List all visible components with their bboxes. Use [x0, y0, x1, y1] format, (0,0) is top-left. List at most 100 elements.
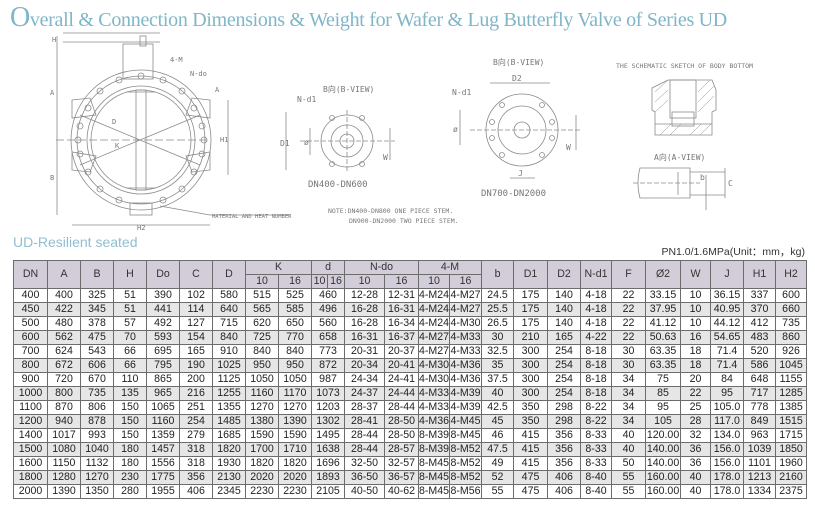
table-cell: 4-M27 [418, 344, 451, 359]
col-4m-16: 16 [449, 274, 483, 289]
table-cell: 2130 [212, 470, 246, 485]
table-row: 400 400 325 51 390 102 580 515 525 460 12-28 12-31 4… [13, 288, 808, 303]
col-k-16: 16 [277, 274, 313, 289]
b-view-large-d2: D2 [512, 74, 522, 83]
table-cell: 770 [277, 330, 313, 345]
table-cell: 300 [513, 372, 549, 387]
col-k: K [244, 260, 313, 275]
table-cell: 178.0 [710, 470, 745, 485]
table-cell: 165 [179, 344, 213, 359]
title-initial: O [10, 2, 30, 33]
table-cell: 36.15 [710, 288, 745, 303]
table-cell: 1556 [146, 456, 180, 471]
b-view-large-range: DN700-DN2000 [481, 189, 546, 199]
table-cell: 586 [743, 358, 777, 373]
table-cell: 840 [245, 344, 279, 359]
table-cell: 22 [611, 316, 647, 331]
table-cell: 606 [80, 358, 114, 373]
table-cell: 1457 [146, 442, 180, 457]
table-cell: 8-M39 [418, 428, 451, 443]
table-cell: 57 [113, 316, 147, 331]
table-cell: 1710 [277, 442, 313, 457]
table-cell: 496 [311, 302, 346, 317]
page-title: Overall & Connection Dimensions & Weight… [10, 2, 727, 34]
table-cell: 1270 [277, 400, 313, 415]
table-cell: 640 [212, 302, 246, 317]
table-cell: 55 [611, 470, 647, 485]
table-cell: 337 [743, 288, 777, 303]
table-row: 1600 1150 1132 180 1556 318 1930 1820 1820 1696 32… [13, 456, 808, 471]
table-cell: 1270 [80, 470, 114, 485]
table-cell: 8-M45 [418, 470, 451, 485]
table-cell: 95 [645, 400, 682, 415]
table-cell: 735 [775, 316, 808, 331]
table-cell: 71.4 [710, 358, 745, 373]
table-cell: 1820 [277, 456, 313, 471]
body-bottom-labels: THE SCHEMATIC SKETCH OF BODY BOTTOM A向(A… [616, 62, 753, 188]
col-h: H [113, 260, 147, 289]
table-cell: 460 [311, 288, 346, 303]
b-view-small-labels: B向(B-VIEW) N-d1 D1 ø W DN400-DN600 [280, 84, 388, 190]
table-cell: 4-M27 [418, 330, 451, 345]
table-cell: 1495 [311, 428, 346, 443]
b-view-small-nd1: N-d1 [297, 95, 316, 104]
table-cell: 8-M56 [449, 484, 483, 499]
col-b: B [80, 260, 114, 289]
table-cell: 1600 [13, 456, 48, 471]
table-cell: 8-18 [580, 386, 613, 401]
table-cell: 4-M24 [418, 302, 451, 317]
table-cell: 10 [680, 316, 712, 331]
label-material: MATERIAL AND HEAT NUMBER [212, 214, 292, 220]
table-cell: 345 [80, 302, 114, 317]
col-j: J [710, 260, 745, 289]
table-cell: 30 [611, 344, 647, 359]
table-cell: 1150 [47, 456, 81, 471]
table-cell: 44.12 [710, 316, 745, 331]
table-cell: 41.12 [645, 316, 682, 331]
table-cell: 378 [80, 316, 114, 331]
table-cell: 66 [113, 358, 147, 373]
table-cell: 450 [13, 302, 48, 317]
table-cell: 24-37 [344, 386, 386, 401]
table-cell: 251 [179, 400, 213, 415]
table-cell: 8-22 [580, 414, 613, 429]
table-cell: 660 [775, 302, 808, 317]
table-cell: 150 [113, 400, 147, 415]
table-cell: 8-40 [580, 470, 613, 485]
table-cell: 40 [680, 470, 712, 485]
table-cell: 475 [80, 330, 114, 345]
table-cell: 412 [743, 316, 777, 331]
table-cell: 120.00 [645, 428, 682, 443]
table-cell: 160.00 [645, 470, 682, 485]
table-cell: 34 [611, 372, 647, 387]
table-cell: 500 [13, 316, 48, 331]
table-row: 1100 870 806 150 1065 251 1355 1270 1270 1203 28-3… [13, 400, 808, 415]
table-cell: 20-31 [344, 344, 386, 359]
col-o2: Ø2 [645, 260, 682, 289]
table-cell: 1385 [775, 400, 808, 415]
col-n-d1: N-d1 [580, 260, 613, 289]
table-cell: 8-33 [580, 456, 613, 471]
table-cell: 840 [277, 344, 313, 359]
table-cell: 300 [513, 344, 549, 359]
table-cell: 26.5 [481, 316, 515, 331]
table-cell: 40 [611, 442, 647, 457]
table-cell: 12-31 [384, 288, 420, 303]
table-cell: 2000 [13, 484, 48, 499]
table-cell: 1590 [277, 428, 313, 443]
table-cell: 480 [47, 316, 81, 331]
table-cell: 54.65 [710, 330, 745, 345]
table-cell: 50 [611, 456, 647, 471]
a-view-title: A向(A-VIEW) [654, 152, 705, 162]
col-d: D [212, 260, 246, 289]
table-cell: 650 [277, 316, 313, 331]
table-cell: 672 [47, 358, 81, 373]
table-cell: 8-22 [580, 400, 613, 415]
col-w: W [680, 260, 712, 289]
table-cell: 28-41 [344, 414, 386, 429]
b-view-large-drawing [459, 82, 580, 179]
table-cell: 963 [743, 428, 777, 443]
table-row: 450 422 345 51 441 114 640 565 585 496 16-28 16-31 4… [13, 302, 808, 317]
table-cell: 1045 [775, 358, 808, 373]
table-cell: 4-18 [580, 288, 613, 303]
